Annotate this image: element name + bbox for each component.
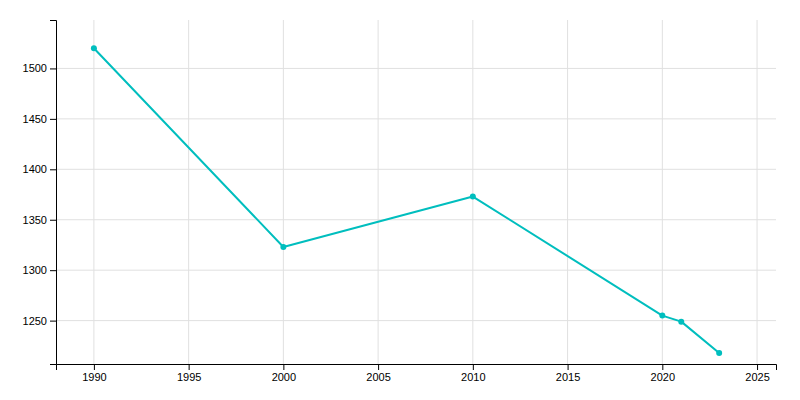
grid-line [56,219,776,220]
x-tick: 2025 [745,364,769,383]
grid-line [188,20,189,364]
y-axis: 1250 1300 1350 1400 1450 1500 [23,21,57,365]
x-tick-label: 2015 [556,371,580,383]
plot: 1990 1995 2000 2005 2010 2015 2020 2025 1250 1300… [23,20,777,383]
x-tick-mark [94,364,95,370]
x-tick: 1990 [82,364,106,383]
y-axis-line [50,21,57,365]
grid-line [757,20,758,364]
grid-line [56,169,776,170]
y-tick: 1300 [23,264,56,276]
y-tick-label: 1450 [23,113,47,125]
x-axis: 1990 1995 2000 2005 2010 2015 2020 2025 [57,364,777,383]
x-tick-label: 2010 [461,371,485,383]
y-tick: 1500 [23,62,56,74]
x-tick-mark [568,364,569,370]
y-tick-mark [50,220,56,221]
y-tick-mark [50,321,56,322]
grid-line [662,20,663,364]
grid-line [567,20,568,364]
x-tick: 1995 [177,364,201,383]
grid-line [472,20,473,364]
x-tick-label: 1990 [82,371,106,383]
y-tick-label: 1300 [23,264,47,276]
x-axis-line [57,365,777,371]
point [678,319,684,325]
y-tick: 1450 [23,113,56,125]
y-tick: 1400 [23,163,56,175]
y-tick-mark [50,68,56,69]
grid-line [56,68,776,69]
x-tick: 2000 [272,364,296,383]
y-tick-label: 1350 [23,214,47,226]
y-tick-mark [50,119,56,120]
grid-line [56,270,776,271]
series [91,45,722,356]
x-tick-label: 2000 [272,371,296,383]
x-tick-mark [378,364,379,370]
x-tick-label: 2005 [366,371,390,383]
grid [56,20,776,364]
y-tick-mark [50,169,56,170]
line [94,48,719,353]
y-tick-label: 1250 [23,315,47,327]
x-tick-mark [757,364,758,370]
grid-line [56,320,776,321]
point [716,350,722,356]
grid-line [378,20,379,364]
x-tick-mark [473,364,474,370]
x-tick-label: 1995 [177,371,201,383]
point [91,45,97,51]
y-tick-label: 1500 [23,62,47,74]
x-tick-label: 2020 [651,371,675,383]
point [280,244,286,250]
grid-line [56,118,776,119]
point [470,194,476,200]
x-tick-mark [283,364,284,370]
x-tick-mark [189,364,190,370]
x-tick: 2010 [461,364,485,383]
x-tick-label: 2025 [745,371,769,383]
y-tick-mark [50,270,56,271]
x-tick-mark [662,364,663,370]
grid-line [283,20,284,364]
x-tick: 2005 [366,364,390,383]
grid-line [93,20,94,364]
y-tick: 1250 [23,315,56,327]
x-tick: 2015 [556,364,580,383]
y-tick: 1350 [23,214,56,226]
y-tick-label: 1400 [23,163,47,175]
point [659,313,665,319]
chart: 1990 1995 2000 2005 2010 2015 2020 2025 1250 1300… [0,0,800,400]
x-tick: 2020 [651,364,675,383]
